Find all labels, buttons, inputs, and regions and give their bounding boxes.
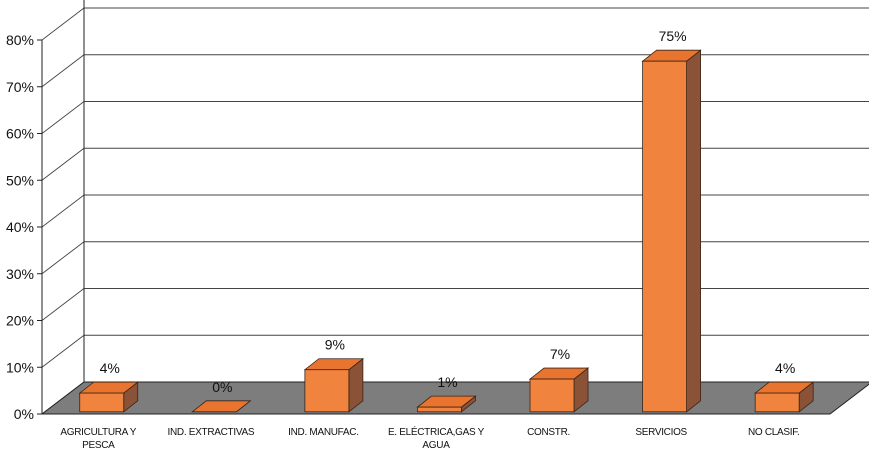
category-label: IND. EXTRACTIVAS [168,427,255,438]
data-label: 9% [325,337,345,353]
side-gridline [41,334,85,368]
bar-front-face [642,60,687,413]
category-label: NO CLASIF. [748,427,799,438]
bar [191,400,252,413]
bar [78,381,139,413]
bar [303,357,365,413]
data-label: 4% [775,360,795,376]
data-label: 1% [437,374,457,390]
category-label: E. ELÉCTRICA,GAS Y AGUA [388,425,485,451]
y-tick-label: 30% [6,266,34,282]
category-labels: AGRICULTURA Y PESCA IND. EXTRACTIVAS IND. M… [60,425,799,451]
category-label-line: IND. EXTRACTIVAS [168,427,255,438]
category-label-line: AGRICULTURA Y [60,427,136,438]
side-gridline [41,194,85,228]
side-gridline [41,54,85,88]
bar [641,49,702,413]
category-label-line: NO CLASIF. [748,427,799,438]
bar-side-face [686,49,701,413]
bar-front-face [79,392,125,413]
y-tick-label: 70% [6,79,34,95]
y-tick-label: 10% [6,359,34,375]
category-label-line: PESCA [82,440,115,451]
side-gridline [41,101,85,134]
category-label-line: CONSTR. [527,427,570,438]
side-gridline [41,7,85,41]
category-label: CONSTR. [527,427,570,438]
side-gridline [41,288,85,321]
data-labels: 4% 0% 9% 1% 7% 75% 4% [100,28,796,395]
y-tick-label: 20% [6,313,34,329]
bar-front-face [417,406,462,413]
category-label: IND. MANUFAC. [288,427,359,438]
data-label: 7% [550,346,570,362]
category-label-line: E. ELÉCTRICA,GAS Y [388,425,485,438]
bar-front-face [754,392,800,413]
category-label: SERVICIOS [635,427,687,438]
bar-top-face [191,400,252,413]
y-axis-ticks: 0% 10% 20% 30% 40% 50% 60% 70% 80% [6,32,42,422]
y-tick-label: 0% [14,406,34,422]
gridlines [41,0,869,415]
y-tick-label: 40% [6,219,34,235]
data-label: 0% [212,379,232,395]
y-tick-label: 60% [6,126,34,142]
bar [416,395,477,413]
category-label-line: IND. MANUFAC. [288,427,359,438]
data-label: 75% [659,28,687,44]
bar-front-face [304,369,350,413]
category-label: AGRICULTURA Y PESCA [60,427,136,451]
y-tick-label: 50% [6,172,34,188]
bar-front-face [529,378,575,413]
category-label-line: AGUA [422,440,450,451]
y-tick-label: 80% [6,32,34,48]
side-gridline [41,241,85,275]
side-gridline [41,147,85,181]
category-label-line: SERVICIOS [635,427,687,438]
bars [78,49,815,413]
data-label: 4% [100,360,120,376]
bar [528,367,590,413]
bar [754,381,815,413]
